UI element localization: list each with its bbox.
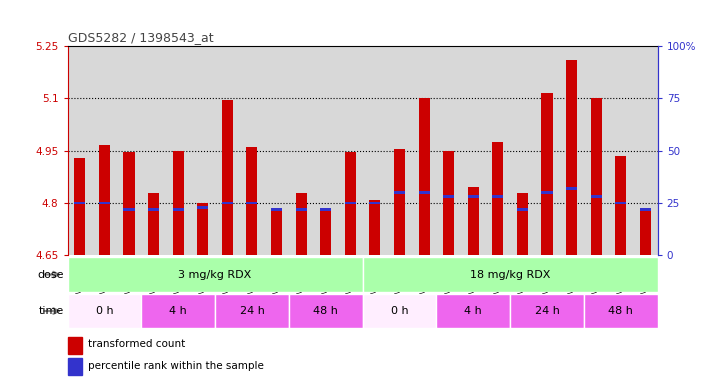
Bar [289, 294, 363, 328]
Bar [542, 191, 552, 194]
Bar [148, 208, 159, 211]
Bar [92, 46, 117, 255]
Text: GDS5282 / 1398543_at: GDS5282 / 1398543_at [68, 31, 213, 44]
Bar [363, 46, 387, 255]
Bar [296, 208, 306, 211]
Bar [517, 192, 528, 255]
Bar [443, 195, 454, 198]
Bar [215, 294, 289, 328]
Bar [394, 149, 405, 255]
Bar [609, 46, 633, 255]
Bar [191, 46, 215, 255]
Bar [560, 46, 584, 255]
Bar [68, 294, 141, 328]
Text: 24 h: 24 h [240, 306, 264, 316]
Bar [437, 46, 461, 255]
Bar [419, 191, 429, 194]
Bar [387, 46, 412, 255]
Bar [68, 46, 92, 255]
Text: dose: dose [38, 270, 64, 280]
Bar [584, 46, 609, 255]
Bar [173, 208, 183, 211]
Bar [99, 146, 110, 255]
Text: percentile rank within the sample: percentile rank within the sample [88, 361, 264, 371]
Bar [141, 46, 166, 255]
Bar [345, 152, 356, 255]
Bar [510, 294, 584, 328]
Bar [264, 46, 289, 255]
Bar [124, 208, 134, 211]
Bar [271, 208, 282, 255]
Bar [247, 147, 257, 255]
Bar [68, 358, 82, 375]
Bar [443, 151, 454, 255]
Bar [197, 206, 208, 209]
Bar [542, 93, 552, 255]
Bar [99, 202, 110, 204]
Text: 24 h: 24 h [535, 306, 560, 316]
Bar [197, 203, 208, 255]
Bar [289, 46, 314, 255]
Text: 18 mg/kg RDX: 18 mg/kg RDX [470, 270, 550, 280]
Bar [633, 46, 658, 255]
Text: 3 mg/kg RDX: 3 mg/kg RDX [178, 270, 252, 280]
Bar [468, 187, 479, 255]
Bar [320, 208, 331, 211]
Text: time: time [38, 306, 64, 316]
Bar [222, 202, 233, 204]
Bar [338, 46, 363, 255]
Bar [296, 192, 306, 255]
Bar [240, 46, 264, 255]
Bar [591, 98, 602, 255]
Bar [247, 202, 257, 204]
Bar [124, 152, 134, 255]
Bar [517, 208, 528, 211]
Bar [320, 208, 331, 255]
Bar [486, 46, 510, 255]
Bar [535, 46, 560, 255]
Bar [370, 200, 380, 255]
Bar [394, 191, 405, 194]
Text: 4 h: 4 h [169, 306, 187, 316]
Bar [75, 158, 85, 255]
Bar [370, 202, 380, 204]
Bar [437, 294, 510, 328]
Bar [412, 46, 437, 255]
Text: 0 h: 0 h [390, 306, 408, 316]
Bar [222, 100, 233, 255]
Bar [640, 208, 651, 255]
Bar [75, 202, 85, 204]
Bar [215, 46, 240, 255]
Text: 4 h: 4 h [464, 306, 482, 316]
Bar [141, 294, 215, 328]
Bar [363, 257, 658, 292]
Bar [584, 294, 658, 328]
Bar [166, 46, 191, 255]
Bar [461, 46, 486, 255]
Bar [314, 46, 338, 255]
Bar [615, 202, 626, 204]
Bar [271, 208, 282, 211]
Bar [566, 187, 577, 190]
Bar [591, 195, 602, 198]
Bar [117, 46, 141, 255]
Bar [640, 208, 651, 211]
Bar [419, 98, 429, 255]
Bar [363, 294, 437, 328]
Bar [68, 257, 363, 292]
Bar [566, 60, 577, 255]
Text: 48 h: 48 h [314, 306, 338, 316]
Bar [510, 46, 535, 255]
Bar [468, 195, 479, 198]
Text: transformed count: transformed count [88, 339, 186, 349]
Text: 48 h: 48 h [609, 306, 634, 316]
Bar [345, 202, 356, 204]
Bar [492, 142, 503, 255]
Bar [148, 192, 159, 255]
Bar [492, 195, 503, 198]
Text: 0 h: 0 h [95, 306, 113, 316]
Bar [615, 156, 626, 255]
Bar [68, 337, 82, 354]
Bar [173, 151, 183, 255]
